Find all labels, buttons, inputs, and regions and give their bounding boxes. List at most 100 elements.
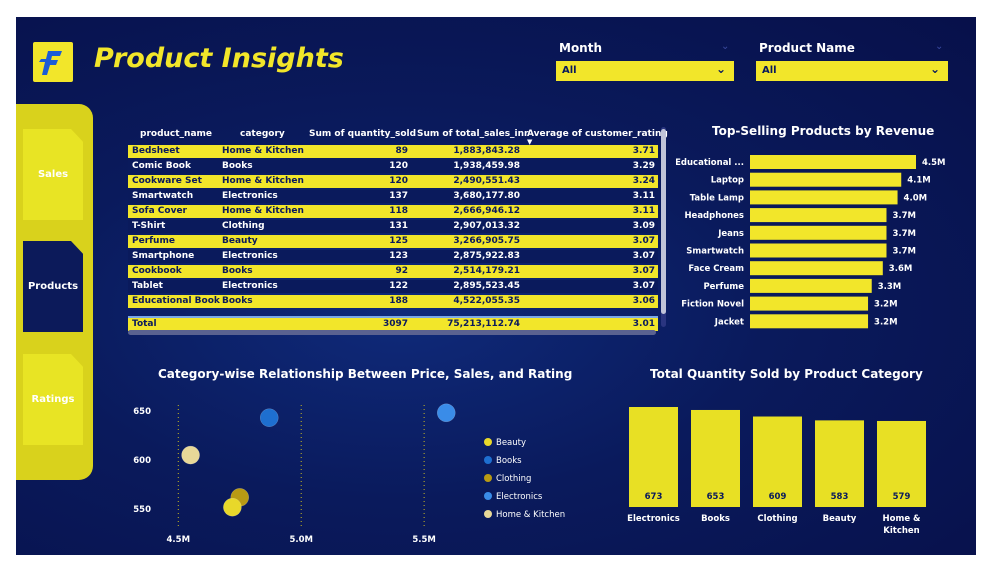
cell-rating: 3.07 [632,236,655,246]
product-slicer-collapse-icon[interactable]: ⌄ [935,41,944,52]
table-row[interactable]: Sofa Cover Home & Kitchen 118 2,666,946.12 3… [128,205,658,218]
table-horizontal-scrollbar[interactable] [128,330,656,335]
table-row[interactable]: T-Shirt Clothing 131 2,907,013.32 3.09 [128,220,658,233]
quantity-data-label: 609 [769,492,787,502]
revenue-data-label: 3.2M [874,317,898,327]
column-header[interactable]: Average of customer_rating [527,129,668,139]
revenue-category-label: Table Lamp [690,193,744,203]
cell-rating: 3.07 [632,281,655,291]
column-header[interactable]: product_name [140,129,213,139]
month-slicer-dropdown[interactable]: All ⌄ [556,61,734,81]
cell-total-sales: 3,266,905.75 [453,236,520,246]
quantity-bar[interactable] [753,416,802,507]
table-row[interactable]: Smartwatch Electronics 137 3,680,177.80 3.11 [128,190,658,203]
column-header[interactable]: Sum of quantity_sold [309,129,417,139]
table-row[interactable]: Tablet Electronics 122 2,895,523.45 3.07 [128,280,658,293]
total-quantity: 3097 [382,319,408,329]
revenue-bar[interactable] [750,278,872,293]
revenue-bar[interactable] [750,314,869,329]
total-rating: 3.01 [632,319,655,329]
cell-rating: 3.06 [632,296,655,306]
revenue-bar[interactable] [750,296,869,311]
table-row[interactable]: Cookbook Books 92 2,514,179.21 3.07 [128,265,658,278]
cell-product-name: Perfume [132,236,175,246]
table-row[interactable]: Smartphone Electronics 123 2,875,922.83 3.07 [128,250,658,263]
revenue-category-label: Headphones [684,211,744,221]
revenue-category-label: Fiction Novel [681,300,744,310]
revenue-bar[interactable] [750,190,898,205]
revenue-bar[interactable] [750,225,887,240]
column-header[interactable]: category [240,129,285,139]
table-scrollbar-thumb[interactable] [661,129,666,314]
sort-descending-icon: ▼ [527,138,533,146]
cell-product-name: Smartphone [132,251,195,261]
cell-total-sales: 2,514,179.21 [453,266,520,276]
quantity-bar[interactable] [629,407,678,507]
nav-ratings-button[interactable]: Ratings [23,354,83,445]
cell-product-name: Tablet [132,281,163,291]
cell-category: Electronics [222,191,278,201]
table-total-row: Total 3097 75,213,112.74 3.01 [128,316,658,331]
cell-category: Home & Kitchen [222,206,304,216]
total-sales: 75,213,112.74 [447,319,520,329]
cell-product-name: Comic Book [132,161,191,171]
scatter-y-tick-label: 650 [133,407,151,417]
cell-total-sales: 1,883,843.28 [453,146,520,156]
revenue-bar[interactable] [750,261,883,276]
revenue-bar[interactable] [750,243,887,258]
cell-rating: 3.07 [632,251,655,261]
revenue-bar[interactable] [750,155,916,169]
cell-quantity: 188 [389,296,408,306]
scatter-x-tick-label: 5.0M [289,535,313,545]
scatter-legend-marker [484,510,492,518]
quantity-data-label: 653 [707,492,725,502]
page-title: Product Insights [94,43,344,74]
scatter-point[interactable] [181,445,200,465]
nav-products-button[interactable]: Products [23,241,83,332]
scatter-legend-label[interactable]: Home & Kitchen [496,510,565,520]
total-label: Total [132,319,157,329]
cell-total-sales: 3,680,177.80 [453,191,520,201]
month-slicer-label: Month [559,41,603,55]
scatter-point[interactable] [260,408,279,427]
table-row[interactable]: Perfume Beauty 125 3,266,905.75 3.07 [128,235,658,248]
cell-category: Books [222,296,253,306]
cell-total-sales: 4,522,055.35 [453,296,520,306]
table-row[interactable]: Comic Book Books 120 1,938,459.98 3.29 [128,160,658,173]
nav-sales-button[interactable]: Sales [23,129,83,220]
cell-rating: 3.71 [632,146,655,156]
category-scatter-chart: 4.5M 5.0M 5.5M 650 600 550 Beauty Books Clothing… [133,403,565,545]
revenue-bar[interactable] [750,172,902,187]
cell-product-name: Smartwatch [132,191,194,201]
scatter-legend-marker [484,492,492,500]
table-row[interactable]: Cookware Set Home & Kitchen 120 2,490,551.4… [128,175,658,188]
revenue-data-label: 4.0M [904,193,928,203]
revenue-category-label: Face Cream [688,264,744,274]
product-slicer-label: Product Name [759,41,855,55]
quantity-bar[interactable] [815,420,864,507]
table-row[interactable]: Educational Book Books 188 4,522,055.35 3.06 [128,295,658,308]
nav-ratings-label: Ratings [31,394,75,405]
quantity-category-label: Beauty [823,514,857,524]
scatter-legend-label[interactable]: Books [496,456,522,466]
scatter-legend-label[interactable]: Beauty [496,438,526,448]
scatter-x-tick-label: 5.5M [412,535,436,545]
scatter-legend-label[interactable]: Clothing [496,474,531,484]
product-slicer-dropdown[interactable]: All ⌄ [756,61,948,81]
scatter-point[interactable] [437,403,456,423]
month-slicer-collapse-icon[interactable]: ⌄ [721,41,730,52]
cell-product-name: Bedsheet [132,146,180,156]
scatter-legend-label[interactable]: Electronics [496,492,543,502]
cell-category: Books [222,266,253,276]
cell-total-sales: 2,907,013.32 [453,221,520,231]
revenue-bar-chart: Educational ... 4.5M Laptop 4.1M Table Lamp 4… [676,155,946,329]
column-header[interactable]: Sum of total_sales_inr [417,129,529,139]
scatter-point[interactable] [223,497,242,517]
revenue-category-label: Educational ... [676,158,744,168]
table-row[interactable]: Bedsheet Home & Kitchen 89 1,883,843.28 3.71 [128,145,658,158]
quantity-bar[interactable] [691,409,740,507]
month-slicer-value: All [562,65,577,76]
quantity-bar[interactable] [877,420,926,507]
cell-rating: 3.07 [632,266,655,276]
revenue-bar[interactable] [750,208,887,223]
